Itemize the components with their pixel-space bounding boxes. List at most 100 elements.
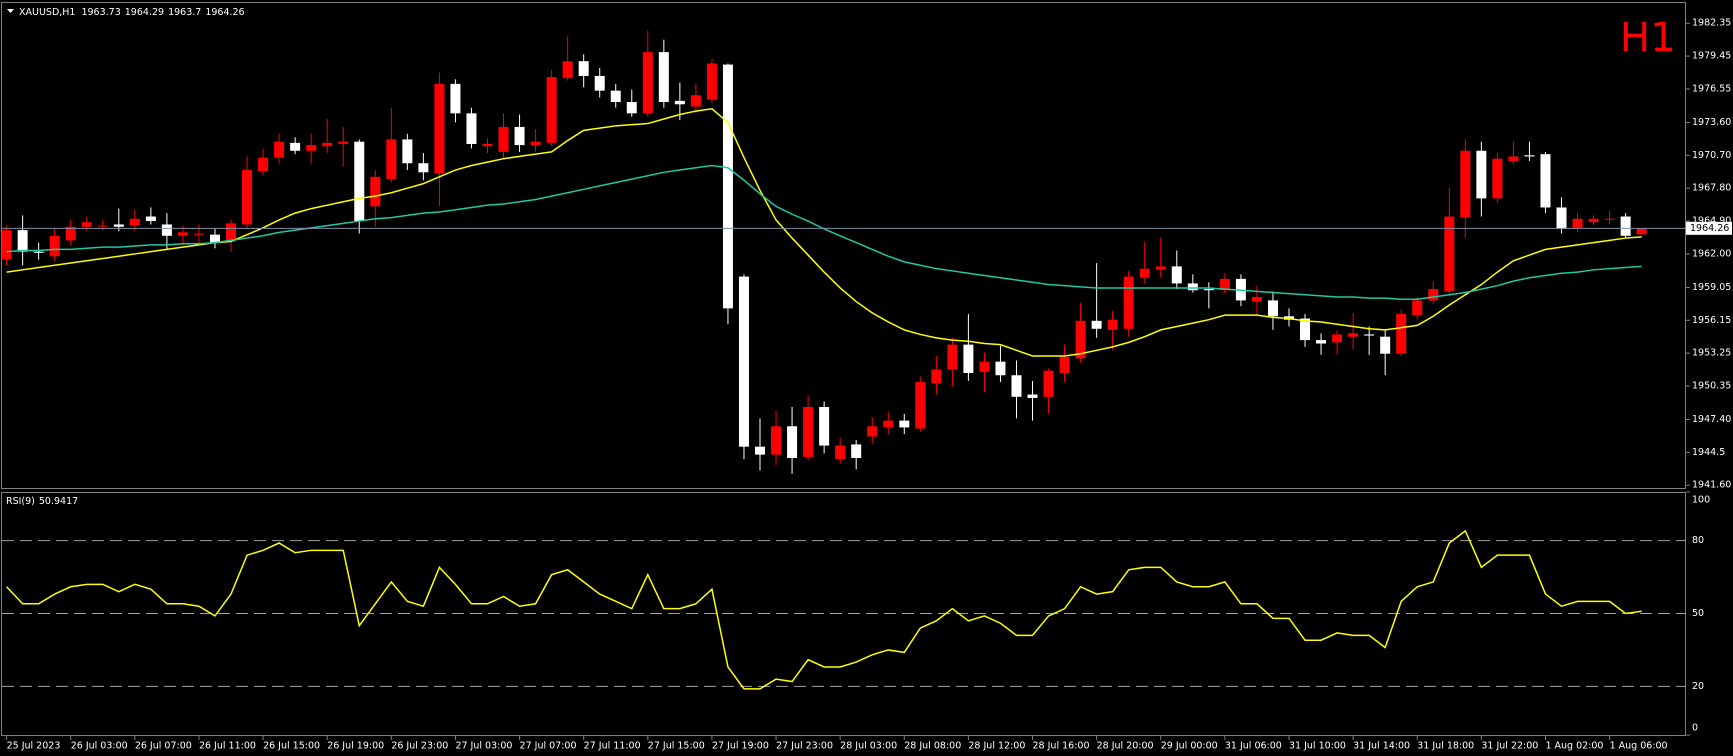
candle-body [1171, 266, 1182, 284]
x-tick-label: 26 Jul 15:00 [263, 741, 320, 752]
candle-body [1, 230, 12, 260]
candle-body [354, 141, 365, 222]
symbol: XAUUSD,H1 [19, 7, 75, 18]
x-tick-label: 28 Jul 20:00 [1097, 741, 1154, 752]
candle-body [193, 233, 204, 235]
x-tick-label: 28 Jul 03:00 [840, 741, 897, 752]
candle-body [1460, 150, 1471, 218]
candle-body [1059, 357, 1070, 373]
x-tick-label: 27 Jul 03:00 [455, 741, 512, 752]
current-price-label: 1964.26 [1690, 223, 1729, 234]
candle-body [1075, 320, 1086, 359]
candle-body [771, 426, 782, 455]
candle-body [787, 426, 798, 459]
candle-body [242, 170, 253, 225]
candle-body [418, 163, 429, 173]
y-tick-label: 1979.45 [1692, 51, 1731, 62]
main-panel-frame [1, 2, 1686, 489]
y-tick-label: 20 [1692, 681, 1704, 692]
candle-body [386, 139, 397, 180]
candle-body [274, 141, 285, 158]
candle-body [1620, 216, 1631, 236]
x-tick-label: 26 Jul 19:00 [327, 741, 384, 752]
candle-body [33, 251, 44, 253]
y-tick-label: 1970.70 [1692, 150, 1731, 161]
chart-header: XAUUSD,H1 1963.73 1964.29 1963.7 1964.26 [19, 7, 245, 18]
candle-body [738, 276, 749, 447]
y-tick-label: 1962.00 [1692, 248, 1731, 259]
menu-triangle [7, 9, 14, 13]
y-tick-label: 100 [1692, 495, 1710, 506]
candle-body [1364, 334, 1375, 336]
candle-body [1219, 278, 1230, 291]
candle-body [915, 382, 926, 429]
candle-body [1316, 340, 1327, 344]
candle-body [1524, 155, 1535, 157]
y-tick-label: 1956.15 [1692, 315, 1731, 326]
candle-body [658, 52, 669, 103]
candle-body [755, 446, 766, 455]
candle-body [1267, 300, 1278, 317]
candle-body [322, 142, 333, 147]
candle-body [1123, 276, 1134, 329]
open-value: 1963.73 [81, 7, 120, 18]
timeframe-label: H1 [1620, 15, 1676, 61]
candle-body [306, 145, 317, 151]
x-tick-label: 28 Jul 08:00 [904, 741, 961, 752]
candle-body [177, 232, 188, 236]
x-tick-label: 26 Jul 03:00 [71, 741, 128, 752]
x-tick-label: 31 Jul 22:00 [1481, 741, 1538, 752]
x-tick-label: 28 Jul 12:00 [968, 741, 1025, 752]
candle-body [498, 126, 509, 152]
y-tick-label: 1941.60 [1692, 480, 1731, 491]
candle-body [97, 225, 108, 227]
candle-body [1043, 370, 1054, 397]
y-tick-label: 1982.35 [1692, 18, 1731, 29]
candle-body [1251, 297, 1262, 302]
high-value: 1964.29 [125, 7, 164, 18]
candle-body [546, 77, 557, 143]
candle-body [1107, 319, 1118, 330]
candle-body [49, 235, 60, 257]
candle-body [1139, 268, 1150, 278]
candle-body [979, 361, 990, 372]
close-value: 1964.26 [205, 7, 244, 18]
candle-body [1492, 158, 1503, 199]
rsi-line [6, 529, 1642, 690]
candle-body [963, 344, 974, 373]
candle-body [1300, 318, 1311, 341]
candle-body [1428, 289, 1439, 301]
candle-body [899, 420, 910, 428]
rsi-value: 50.9417 [39, 496, 78, 507]
x-tick-label: 25 Jul 2023 [7, 741, 61, 752]
x-tick-label: 31 Jul 14:00 [1353, 741, 1410, 752]
candle-body [434, 83, 445, 174]
candle-body [258, 157, 269, 172]
y-tick-label: 1976.55 [1692, 83, 1731, 94]
candle-body [578, 61, 589, 76]
candle-body [995, 361, 1006, 376]
x-tick-label: 26 Jul 23:00 [391, 741, 448, 752]
x-tick-label: 31 Jul 06:00 [1225, 741, 1282, 752]
x-tick-label: 27 Jul 07:00 [520, 741, 577, 752]
candle-body [1011, 375, 1022, 397]
y-tick-label: 0 [1692, 723, 1698, 734]
current-price-box [1686, 221, 1732, 235]
x-tick-label: 1 Aug 02:00 [1545, 741, 1603, 752]
candle-body [594, 75, 605, 91]
candle-body [482, 143, 493, 147]
candle-body [835, 445, 846, 460]
low-value: 1963.7 [168, 7, 201, 18]
candle-body [338, 141, 349, 144]
candle-body [161, 224, 172, 236]
candle-body [450, 83, 461, 114]
candle-body [562, 61, 573, 79]
y-tick-label: 1950.35 [1692, 381, 1731, 392]
x-tick-label: 31 Jul 18:00 [1417, 741, 1474, 752]
candle-body [514, 126, 525, 146]
candle-body [642, 52, 653, 114]
candle-body [626, 102, 637, 114]
x-tick-label: 31 Jul 10:00 [1289, 741, 1346, 752]
